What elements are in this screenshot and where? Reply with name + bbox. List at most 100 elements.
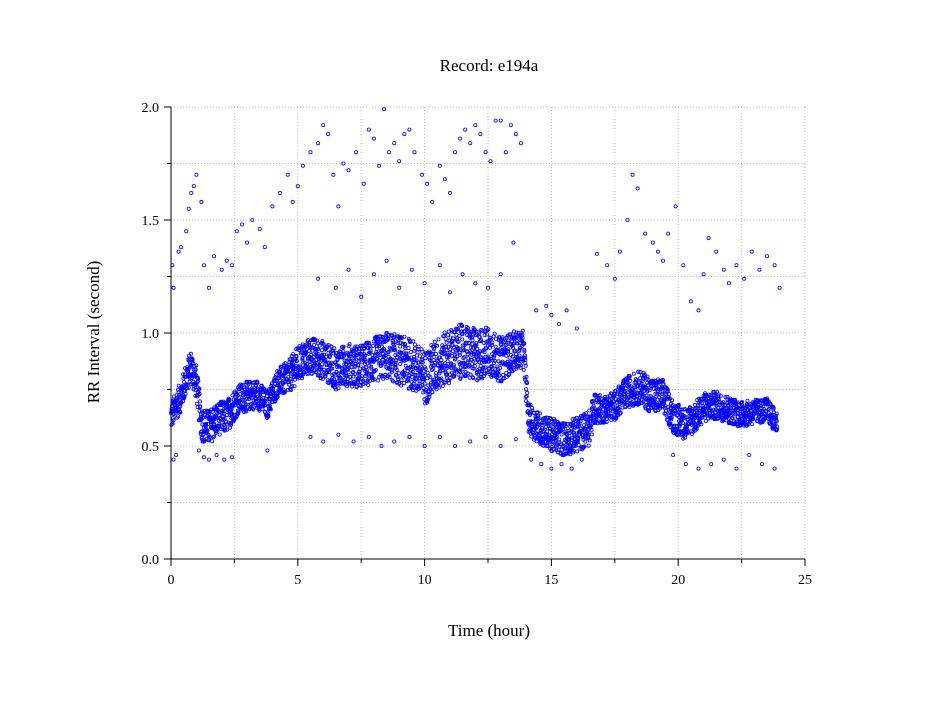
data-point	[622, 389, 627, 394]
data-point	[376, 163, 381, 168]
data-point	[411, 339, 416, 344]
data-point	[492, 331, 497, 336]
data-point	[418, 369, 423, 374]
data-point	[410, 375, 415, 380]
data-point	[463, 374, 468, 379]
data-point	[539, 462, 544, 467]
data-point	[205, 428, 210, 433]
data-point	[709, 462, 714, 467]
data-point	[510, 354, 515, 359]
data-point	[575, 449, 580, 454]
data-point	[661, 378, 666, 383]
data-point	[194, 363, 199, 368]
data-point	[346, 267, 351, 272]
data-point	[234, 229, 239, 234]
data-point	[537, 416, 542, 421]
data-point	[402, 372, 407, 377]
data-point	[235, 387, 240, 392]
data-point	[341, 344, 346, 349]
data-point	[399, 377, 404, 382]
data-point	[718, 393, 723, 398]
data-point	[734, 263, 739, 268]
data-point	[747, 452, 752, 457]
data-point	[496, 359, 501, 364]
y-tick-label: 0.5	[142, 440, 160, 455]
data-point	[664, 408, 669, 413]
data-point	[509, 359, 514, 364]
data-point	[669, 417, 674, 422]
data-point	[386, 350, 391, 355]
data-point	[406, 346, 411, 351]
data-point	[503, 150, 508, 155]
data-point	[371, 136, 376, 141]
data-point	[426, 383, 431, 388]
data-point	[749, 249, 754, 254]
data-point	[420, 360, 425, 365]
data-point	[402, 334, 407, 339]
data-point	[285, 172, 290, 177]
data-point	[412, 346, 417, 351]
data-point	[191, 381, 196, 386]
data-point	[397, 159, 402, 164]
data-point	[517, 353, 522, 358]
data-point	[279, 364, 284, 369]
data-point	[395, 375, 400, 380]
data-point	[421, 376, 426, 381]
data-point	[571, 450, 576, 455]
data-point	[195, 405, 200, 410]
x-tick-label: 15	[544, 573, 558, 588]
data-point	[392, 348, 397, 353]
data-point	[321, 342, 326, 347]
data-point	[277, 190, 282, 195]
data-point	[350, 349, 355, 354]
data-point	[445, 372, 450, 377]
data-point	[771, 405, 776, 410]
data-point	[470, 341, 475, 346]
data-point	[268, 407, 273, 412]
data-point	[463, 127, 468, 132]
data-point	[224, 413, 229, 418]
data-point	[482, 373, 487, 378]
data-point	[307, 340, 312, 345]
data-point	[445, 332, 450, 337]
data-point	[630, 172, 635, 177]
data-point	[775, 424, 780, 429]
data-point	[488, 335, 493, 340]
data-point	[544, 415, 549, 420]
data-point	[749, 422, 754, 427]
data-point	[478, 349, 483, 354]
data-point	[250, 401, 255, 406]
data-point	[469, 329, 474, 334]
data-point	[520, 328, 525, 333]
data-point	[777, 285, 782, 290]
data-point	[425, 181, 430, 186]
data-point	[707, 408, 712, 413]
data-point	[466, 340, 471, 345]
data-point	[311, 364, 316, 369]
data-point	[354, 347, 359, 352]
data-point	[196, 448, 201, 453]
data-point	[363, 359, 368, 364]
data-point	[522, 353, 527, 358]
data-point	[371, 272, 376, 277]
data-point	[742, 276, 747, 281]
data-point	[696, 402, 701, 407]
data-point	[171, 418, 176, 423]
data-point	[416, 386, 421, 391]
data-point	[645, 388, 650, 393]
data-point	[506, 373, 511, 378]
data-point	[226, 420, 231, 425]
data-point	[418, 383, 423, 388]
data-point	[286, 380, 291, 385]
data-point	[443, 361, 448, 366]
data-point	[357, 347, 362, 352]
data-point	[294, 354, 299, 359]
data-point	[472, 327, 477, 332]
data-point	[586, 443, 591, 448]
data-point	[571, 448, 576, 453]
data-point	[406, 378, 411, 383]
data-point	[586, 434, 591, 439]
data-point	[434, 387, 439, 392]
data-point	[214, 430, 219, 435]
x-tick-label: 0	[168, 573, 175, 588]
